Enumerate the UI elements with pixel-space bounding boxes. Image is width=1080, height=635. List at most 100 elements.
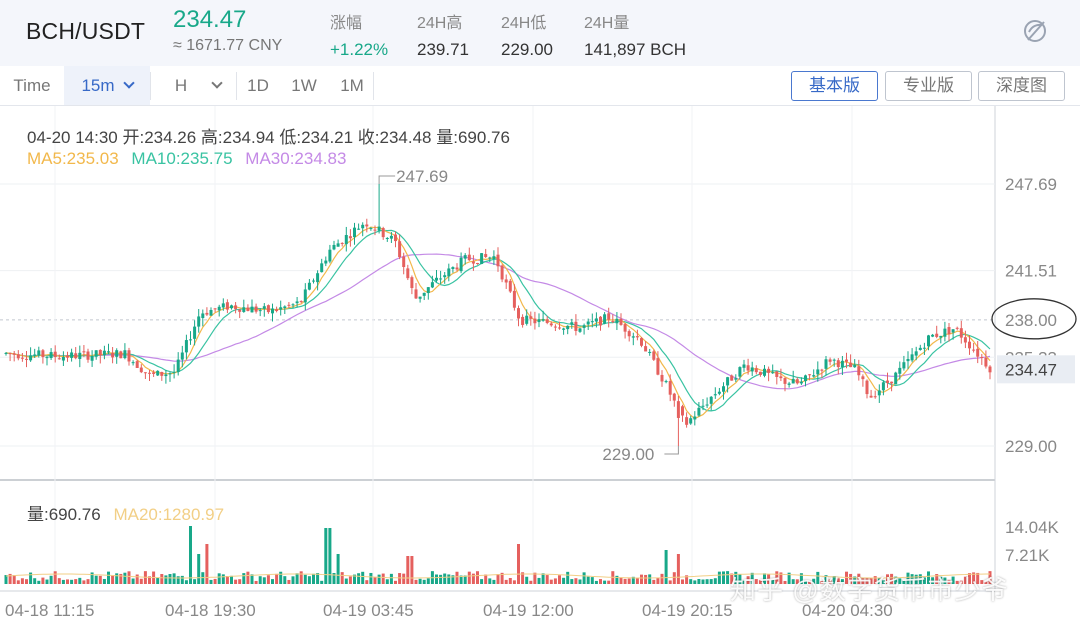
volume-bar — [156, 577, 160, 584]
stat-24h-low: 24H低 229.00 — [501, 9, 553, 60]
stat-24h-high-label: 24H高 — [417, 15, 463, 32]
trading-pair[interactable]: BCH/USDT — [26, 18, 146, 44]
volume-bar — [853, 576, 857, 584]
volume-bar — [877, 578, 881, 584]
candle-body — [57, 358, 61, 360]
volume-bar — [500, 572, 504, 584]
basic-view-button[interactable]: 基本版 — [791, 71, 878, 101]
candle-body — [533, 318, 537, 324]
candle-body — [189, 339, 192, 341]
volume-bar — [246, 571, 250, 584]
volume-bar — [865, 577, 869, 584]
volume-bar — [525, 576, 529, 584]
volume-bar — [943, 577, 947, 584]
kline-svg[interactable]: 247.69241.51238.00235.33229.00234.4714.0… — [0, 106, 1080, 635]
candle-body — [480, 253, 484, 264]
volume-bar — [324, 528, 328, 584]
candle-body — [115, 350, 119, 357]
volume-bar — [660, 573, 664, 584]
ma10-value: MA10:235.75 — [131, 149, 233, 168]
volume-bar — [640, 574, 643, 584]
stat-24h-volume-value: 141,897 BCH — [584, 40, 687, 59]
volume-bar — [463, 575, 467, 584]
candle-body — [627, 331, 631, 337]
volume-bar — [266, 575, 270, 584]
candle-body — [898, 367, 902, 374]
candle-body — [648, 351, 652, 353]
price-tick-label: 247.69 — [1005, 175, 1057, 194]
volume-bar — [312, 573, 315, 584]
candle-body — [808, 374, 812, 376]
volume-bar — [213, 578, 217, 584]
candle-body — [492, 256, 496, 260]
volume-bar — [98, 575, 102, 584]
candle-body — [303, 289, 307, 303]
time-button[interactable]: Time — [13, 76, 51, 95]
candle-body — [250, 306, 254, 313]
volume-bar — [283, 576, 287, 584]
candle-body — [496, 254, 500, 267]
interval-1d[interactable]: 1D — [247, 76, 269, 95]
candle-body — [845, 359, 848, 362]
candle-body — [258, 310, 262, 312]
volume-bar — [972, 572, 976, 584]
volume-bar — [4, 575, 8, 584]
depth-chart-button[interactable]: 深度图 — [978, 71, 1065, 101]
candle-body — [41, 350, 45, 358]
volume-bar — [512, 580, 516, 584]
candle-body — [353, 227, 356, 238]
volume-value: 量:690.76 — [27, 505, 101, 524]
candle-body — [381, 228, 385, 238]
volume-bar — [496, 574, 500, 584]
market-header: BCH/USDT 234.47 ≈ 1671.77 CNY 涨幅 +1.22% … — [0, 0, 1080, 66]
volume-bar — [492, 579, 496, 584]
volume-bar — [775, 571, 779, 584]
volume-bar — [447, 574, 451, 584]
candle-body — [873, 396, 877, 398]
candle-body — [853, 364, 857, 368]
theme-toggle-icon[interactable] — [1020, 16, 1050, 46]
candle-body — [640, 338, 643, 346]
interval-dropdown[interactable]: 15m — [64, 66, 150, 105]
candle-body — [820, 369, 824, 371]
volume-bar — [398, 573, 402, 584]
volume-bar — [517, 544, 520, 584]
candle-body — [763, 368, 766, 376]
volume-bar — [824, 575, 828, 584]
candle-body — [242, 307, 246, 312]
candle-body — [336, 243, 340, 247]
volume-bar — [385, 579, 389, 584]
candle-body — [951, 329, 955, 333]
toolbar-divider — [373, 72, 374, 100]
candle-body — [94, 350, 98, 357]
candle-body — [894, 372, 898, 385]
hour-dropdown[interactable]: H — [160, 66, 236, 105]
volume-bar — [922, 577, 926, 584]
volume-bar — [873, 576, 877, 584]
candle-body — [849, 362, 853, 368]
candle-body — [566, 325, 570, 330]
candle-body — [78, 352, 82, 359]
volume-bar — [529, 580, 533, 584]
candle-body — [209, 309, 213, 316]
kline-chart[interactable]: 247.69241.51238.00235.33229.00234.4714.0… — [0, 106, 1080, 635]
volume-bar — [750, 572, 754, 584]
interval-1m[interactable]: 1M — [340, 76, 364, 95]
volume-bar — [836, 578, 840, 584]
candle-body — [840, 360, 844, 368]
candle-body — [553, 326, 557, 328]
stat-change: 涨幅 +1.22% — [330, 9, 388, 60]
volume-bar — [287, 579, 291, 584]
interval-1w[interactable]: 1W — [291, 76, 317, 95]
last-price-cny: ≈ 1671.77 CNY — [173, 37, 283, 54]
candle-body — [467, 254, 471, 261]
candle-body — [205, 312, 209, 315]
toolbar-divider — [150, 72, 151, 100]
pro-view-button[interactable]: 专业版 — [885, 71, 972, 101]
volume-bar — [832, 576, 836, 584]
candle-body — [660, 374, 664, 382]
candle-body — [37, 350, 41, 356]
volume-bar — [697, 578, 701, 584]
volume-bar — [931, 577, 935, 584]
volume-bar — [603, 580, 607, 584]
